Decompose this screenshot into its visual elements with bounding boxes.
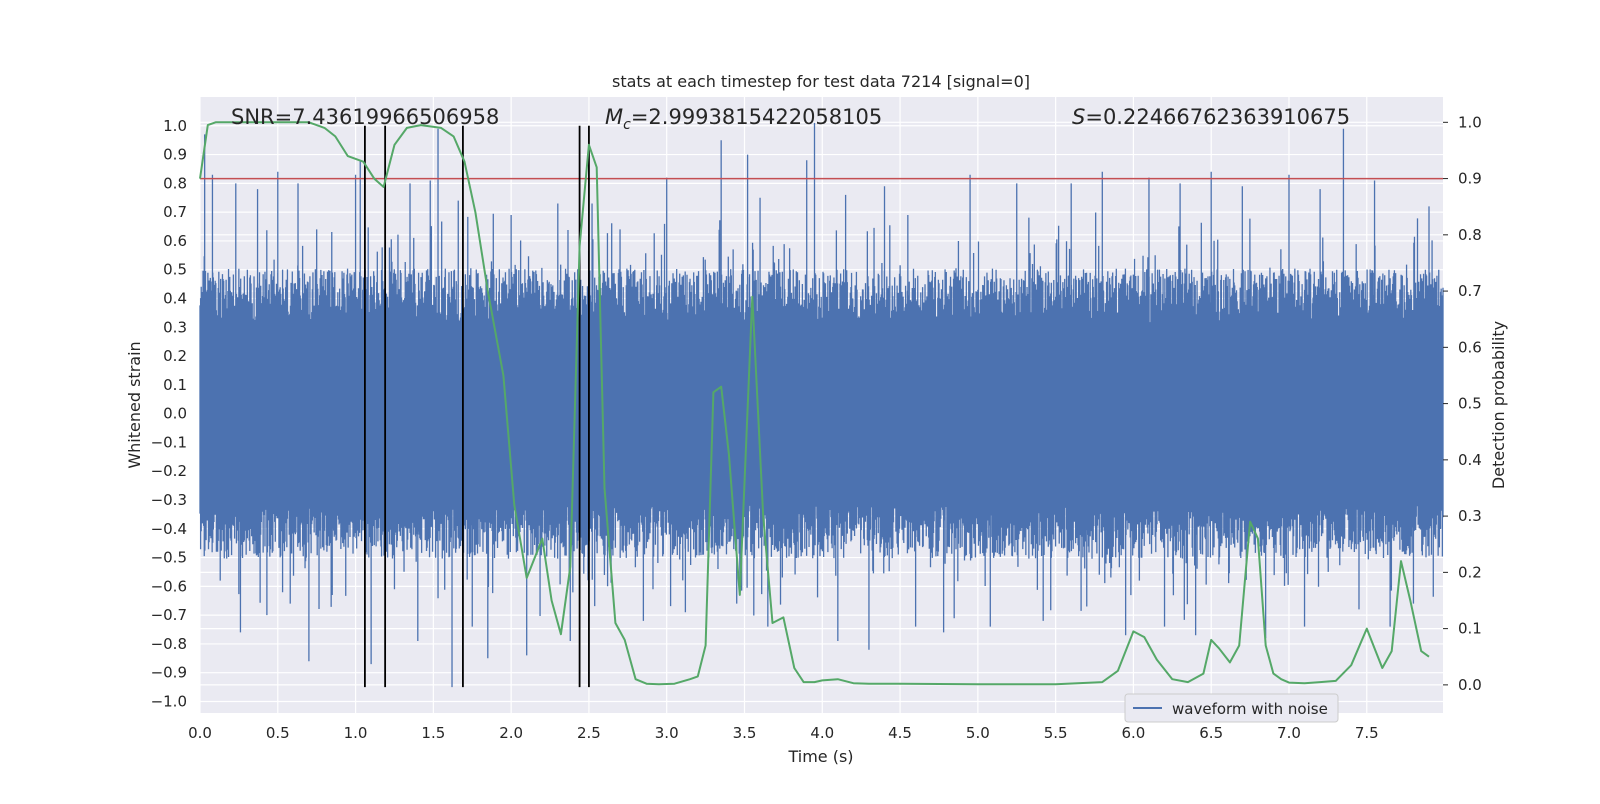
y2-tick-label: 0.6 [1458, 338, 1482, 356]
y2-tick-label: 0.8 [1458, 226, 1482, 244]
y-tick-label: −0.8 [151, 635, 187, 653]
y2-axis-label: Detection probability [1489, 321, 1508, 489]
x-tick-label: 2.0 [499, 724, 523, 742]
y-tick-label: 1.0 [163, 117, 187, 135]
waveform-line [199, 122, 1444, 688]
y2-tick-label: 0.1 [1458, 620, 1482, 638]
chirp-mass-value: =2.9993815422058105 [631, 105, 882, 129]
legend-entry-waveform: waveform with noise [1172, 700, 1328, 718]
x-tick-label: 6.5 [1199, 724, 1223, 742]
chirp-mass-annotation: Mc=2.9993815422058105 [605, 105, 882, 133]
x-tick-label: 0.5 [266, 724, 290, 742]
y-tick-label: −0.2 [151, 462, 187, 480]
y-tick-label: −0.4 [151, 520, 187, 538]
x-tick-label: 6.0 [1121, 724, 1145, 742]
y-axis-label: Whitened strain [125, 341, 144, 468]
y-tick-label: −1.0 [151, 692, 187, 710]
y-tick-label: −0.9 [151, 664, 187, 682]
s-value: =0.22466762363910675 [1085, 105, 1350, 129]
x-tick-label: 4.5 [888, 724, 912, 742]
y2-tick-label: 0.5 [1458, 395, 1482, 413]
x-tick-label: 7.0 [1277, 724, 1301, 742]
x-tick-label: 2.5 [577, 724, 601, 742]
y-tick-label: −0.5 [151, 549, 187, 567]
y2-tick-label: 0.9 [1458, 170, 1482, 188]
snr-annotation: SNR=7.43619966506958 [231, 105, 499, 129]
legend: waveform with noise [1124, 693, 1339, 723]
y2-tick-label: 0.3 [1458, 507, 1482, 525]
x-tick-label: 1.5 [421, 724, 445, 742]
chart-title: stats at each timestep for test data 721… [612, 72, 1030, 91]
x-tick-label: 5.5 [1044, 724, 1068, 742]
y-tick-label: 0.4 [163, 289, 187, 307]
y2-tick-label: 1.0 [1458, 113, 1482, 131]
y-tick-label: 0.0 [163, 405, 187, 423]
y-tick-label: 0.2 [163, 347, 187, 365]
y-tick-label: 0.1 [163, 376, 187, 394]
y-tick-label: 0.5 [163, 261, 187, 279]
tick-labels: 0.0 0.5 1.0 1.5 2.0 2.5 3.0 3.5 4.0 4.5 5.0 5.5 6.0 6… [151, 113, 1482, 742]
y2-tick-label: 0.0 [1458, 676, 1482, 694]
x-tick-label: 7.5 [1355, 724, 1379, 742]
chirp-mass-symbol: M [605, 105, 623, 129]
vertical-lines [364, 125, 590, 688]
y-tick-label: −0.1 [151, 433, 187, 451]
legend-box [1124, 693, 1339, 723]
x-tick-label: 4.0 [810, 724, 834, 742]
y2-tick-label: 0.4 [1458, 451, 1482, 469]
y-tick-label: 0.8 [163, 174, 187, 192]
s-symbol: S [1072, 105, 1085, 129]
s-annotation: S=0.22466762363910675 [1072, 105, 1350, 129]
x-tick-label: 1.0 [344, 724, 368, 742]
x-tick-label: 3.0 [655, 724, 679, 742]
detection-probability-line [199, 121, 1430, 686]
y-tick-label: 0.9 [163, 146, 187, 164]
x-tick-label: 3.5 [733, 724, 757, 742]
detection-probability-series [199, 121, 1430, 686]
waveform-series [199, 122, 1444, 688]
y-tick-label: −0.7 [151, 606, 187, 624]
y-tick-label: −0.6 [151, 577, 187, 595]
y-tick-label: 0.3 [163, 318, 187, 336]
y2-tick-label: 0.2 [1458, 563, 1482, 581]
y-tick-label: −0.3 [151, 491, 187, 509]
y2-tick-label: 0.7 [1458, 282, 1482, 300]
x-tick-label: 0.0 [188, 724, 212, 742]
x-axis-label: Time (s) [787, 747, 853, 766]
chirp-mass-subscript: c [623, 117, 631, 133]
y-tick-label: 0.7 [163, 203, 187, 221]
y-tick-label: 0.6 [163, 232, 187, 250]
x-tick-label: 5.0 [966, 724, 990, 742]
